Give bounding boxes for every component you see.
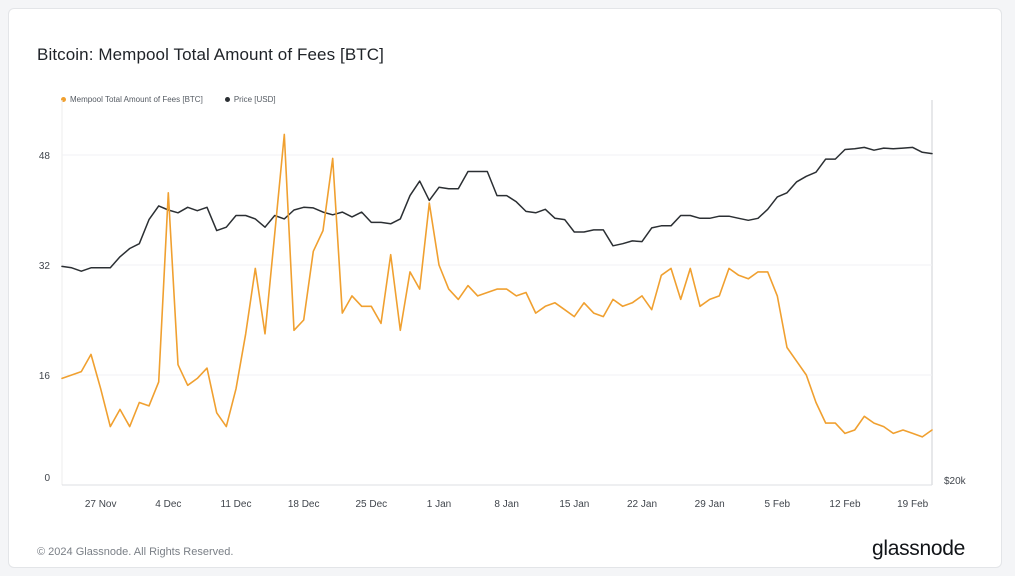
x-tick-label: 18 Dec [288, 499, 320, 510]
x-tick-label: 19 Feb [897, 499, 929, 510]
legend-dot-price [224, 97, 230, 102]
y-axis: 0 16 32 48 $20k [39, 151, 967, 487]
series-line-fees [61, 133, 933, 438]
x-tick-label: 4 Dec [155, 499, 181, 510]
x-tick-label: 12 Feb [829, 499, 861, 510]
y-tick-label: 0 [44, 473, 50, 484]
x-tick-label: 1 Jan [427, 499, 451, 510]
legend-item-price[interactable]: Price [USD] [224, 95, 276, 104]
y-tick-label: 48 [39, 151, 51, 162]
series-line-price [61, 146, 933, 272]
chart-legend: Mempool Total Amount of Fees [BTC] Price… [61, 95, 276, 104]
x-tick-label: 5 Feb [765, 499, 791, 510]
y-tick-label: 32 [39, 261, 51, 272]
x-tick-label: 15 Jan [559, 499, 589, 510]
right-axis-label: $20k [944, 476, 967, 487]
legend-label-fees: Mempool Total Amount of Fees [BTC] [70, 95, 203, 104]
x-tick-label: 11 Dec [221, 499, 252, 510]
x-axis: 27 Nov 4 Dec 11 Dec 18 Dec 25 Dec 1 Jan 8 Jan 1… [85, 499, 929, 510]
x-tick-label: 22 Jan [627, 499, 657, 510]
grid-lines [61, 100, 933, 486]
copyright-footer: © 2024 Glassnode. All Rights Reserved. [37, 546, 234, 558]
legend-item-fees[interactable]: Mempool Total Amount of Fees [BTC] [61, 95, 203, 104]
y-tick-label: 16 [39, 371, 51, 382]
series-lines [61, 133, 933, 438]
x-tick-label: 27 Nov [85, 499, 117, 510]
legend-dot-fees [61, 97, 66, 102]
x-tick-label: 8 Jan [494, 499, 518, 510]
glassnode-logo: glassnode [871, 537, 965, 560]
x-tick-label: 25 Dec [355, 499, 387, 510]
legend-label-price: Price [USD] [233, 95, 276, 104]
x-tick-label: 29 Jan [695, 499, 725, 510]
chart-title: Bitcoin: Mempool Total Amount of Fees [B… [37, 45, 384, 64]
